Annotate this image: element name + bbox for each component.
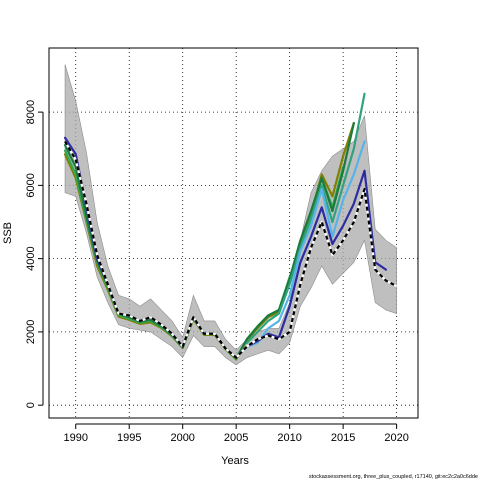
x-tick-label: 2020 (384, 432, 408, 444)
plot-frame (48, 47, 419, 419)
series-line (245, 140, 366, 348)
x-tick-label: 2000 (170, 432, 194, 444)
series-line (245, 92, 366, 344)
y-tick-label: 4000 (25, 246, 37, 270)
confidence-band-layer (64, 64, 397, 366)
series-line-dashed (64, 140, 398, 359)
y-tick-label: 6000 (25, 173, 37, 197)
x-tick-label: 2010 (277, 432, 301, 444)
x-tick-label: 1995 (117, 432, 141, 444)
footnote-text: stockassessment.org, three_plus_coupled,… (309, 474, 478, 480)
y-tick-label: 8000 (25, 100, 37, 124)
x-tick-label: 2015 (331, 432, 355, 444)
y-tick-label: 0 (25, 402, 37, 408)
x-axis-title: Years (221, 455, 249, 467)
y-tick-label: 2000 (25, 320, 37, 344)
confidence-band (64, 64, 397, 366)
x-tick-label: 1990 (63, 432, 87, 444)
x-tick-label: 2005 (224, 432, 248, 444)
axes: 1990 1995 2000 2005 2010 2015 2020 0 2000 4000 600… (25, 100, 409, 444)
grid-lines (49, 48, 418, 418)
series-layer (63, 92, 398, 361)
y-axis-title: SSB (2, 222, 14, 244)
